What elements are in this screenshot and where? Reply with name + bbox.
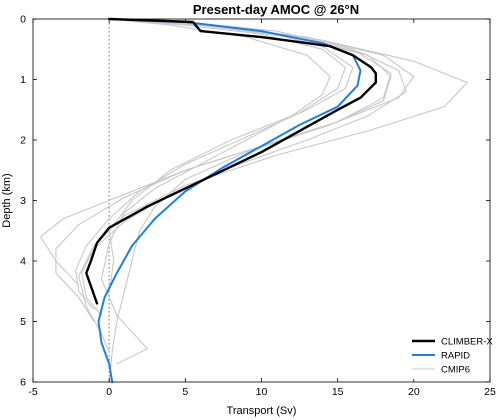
series-cmip6-line bbox=[108, 18, 392, 383]
series-line-7 bbox=[100, 18, 331, 365]
series-line-4 bbox=[108, 18, 346, 292]
x-tick-label: 10 bbox=[256, 386, 268, 398]
y-tick-label: 5 bbox=[20, 316, 26, 328]
series-line-6 bbox=[40, 18, 392, 286]
legend-label-climber-x: CLIMBER-X bbox=[441, 337, 493, 348]
series-line-9 bbox=[75, 18, 354, 310]
chart-title: Present-day AMOC @ 26°N bbox=[193, 2, 359, 17]
y-tick-label: 3 bbox=[20, 195, 26, 207]
y-tick-label: 1 bbox=[20, 74, 26, 86]
legend-label-cmip6: CMIP6 bbox=[441, 365, 470, 376]
y-tick-label: 4 bbox=[20, 256, 26, 268]
tick-layer: -5 0 5 10 15 20 25 0 1 2 3 4 5 6 bbox=[20, 14, 496, 399]
x-tick-label: 0 bbox=[106, 386, 112, 398]
plot-frame bbox=[32, 18, 491, 383]
x-tick-label: 15 bbox=[332, 386, 344, 398]
series-climber-x-line bbox=[85, 17, 377, 305]
x-tick-label: 5 bbox=[182, 386, 188, 398]
x-tick-label: -5 bbox=[28, 386, 37, 398]
x-tick-label: 20 bbox=[408, 386, 420, 398]
legend: CLIMBER-X RAPID CMIP6 bbox=[408, 333, 493, 379]
y-tick-label: 0 bbox=[20, 14, 26, 26]
x-tick-label: 25 bbox=[484, 386, 496, 398]
y-tick-label: 2 bbox=[20, 135, 26, 147]
x-axis-label: Transport (Sv) bbox=[227, 405, 297, 417]
series-rapid-line bbox=[97, 18, 362, 383]
y-tick-label: 6 bbox=[20, 377, 26, 389]
series-line-3 bbox=[78, 18, 468, 353]
series-layer bbox=[40, 17, 468, 383]
legend-label-rapid: RAPID bbox=[441, 351, 470, 362]
y-axis-label: Depth (km) bbox=[1, 173, 13, 227]
